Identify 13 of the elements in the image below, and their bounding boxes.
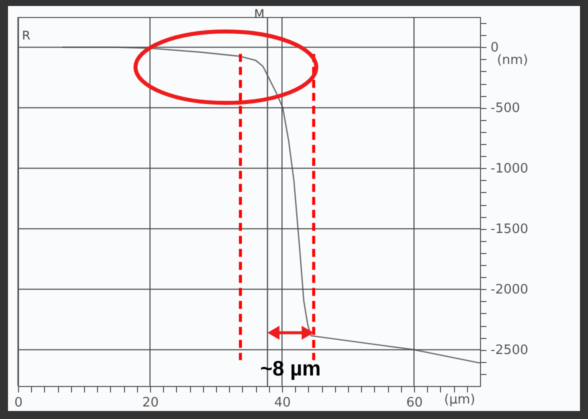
x-tick-label: 0 [14,396,23,410]
x-tick-label: 60 [406,396,423,410]
y-tick-label: 0 [490,40,499,56]
y-tick-label: -1500 [490,222,528,238]
x-tick-label: 40 [274,396,291,410]
ref-line-label: R [22,28,30,42]
y-tick-label: -2000 [490,282,528,298]
y-axis-title: (nm) [496,52,528,68]
x-tick-label: 20 [142,396,159,410]
y-tick-label: -1000 [490,162,528,177]
y-tick-label: -500 [490,101,520,116]
x-axis-title: (µm) [444,392,476,408]
y-tick-label: -2500 [490,343,528,358]
